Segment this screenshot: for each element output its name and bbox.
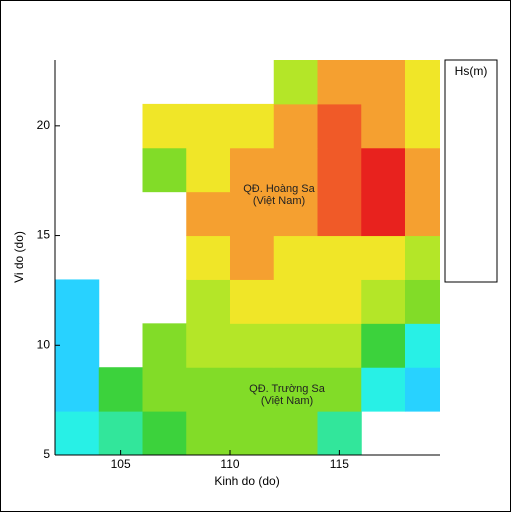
cell [317,235,362,280]
cell [317,103,362,149]
cell [361,323,406,368]
cell [405,323,440,368]
annotation: (Việt Nam) [261,395,313,407]
y-tick-label: 5 [43,447,50,461]
cell [186,235,231,280]
annotation: (Việt Nam) [253,195,305,207]
y-tick-label: 10 [37,337,51,351]
x-axis-label: Kinh do (do) [214,474,279,488]
cell [361,279,406,324]
cell [55,279,100,324]
cell [142,367,187,412]
field [55,60,440,455]
cell [361,147,406,193]
cell [186,279,231,324]
colorbar-title: Hs(m) [455,64,488,78]
cell [317,411,362,455]
cell [273,103,318,149]
cell [186,323,231,368]
y-tick-label: 20 [37,118,51,132]
cell [317,279,362,324]
cell [317,323,362,368]
cell [361,235,406,280]
annotation: QĐ. Hoàng Sa [243,183,315,195]
cell [273,367,318,412]
cell [186,103,231,149]
cell [273,60,318,105]
y-axis-label: Vi do (do) [12,231,26,283]
cell [361,103,406,149]
cell [361,191,406,237]
cell [361,60,406,105]
cell [230,411,275,455]
cell [98,367,143,412]
cell [230,323,275,368]
cell [317,147,362,193]
cell [273,323,318,368]
cell [230,279,275,324]
cell [230,191,275,237]
cell [230,235,275,280]
cell [186,367,231,412]
cell [317,60,362,105]
cell [186,191,231,237]
cell [186,147,231,193]
cell [405,103,440,149]
cell [405,367,440,412]
cell [405,235,440,280]
cell [55,367,100,412]
x-tick-label: 110 [220,457,239,471]
cell [317,367,362,412]
x-tick-label: 115 [330,457,349,471]
cell [273,191,318,237]
cell [55,323,100,368]
cell [317,191,362,237]
cell [361,367,406,412]
cell [405,147,440,193]
annotation: QĐ. Trường Sa [249,383,326,395]
cell [98,411,143,455]
cell [405,191,440,237]
cell [230,367,275,412]
cell [273,279,318,324]
cell [186,411,231,455]
cell [405,60,440,105]
cell [273,411,318,455]
cell [273,235,318,280]
cell [273,147,318,193]
colorbar-box [444,59,498,283]
cell [55,411,100,455]
cell [142,411,187,455]
cell [230,103,275,149]
x-tick-label: 105 [111,457,131,471]
cell [142,147,187,193]
cell [405,279,440,324]
y-tick-label: 15 [37,228,51,242]
cell [230,147,275,193]
cell [142,323,187,368]
cell [142,103,187,149]
